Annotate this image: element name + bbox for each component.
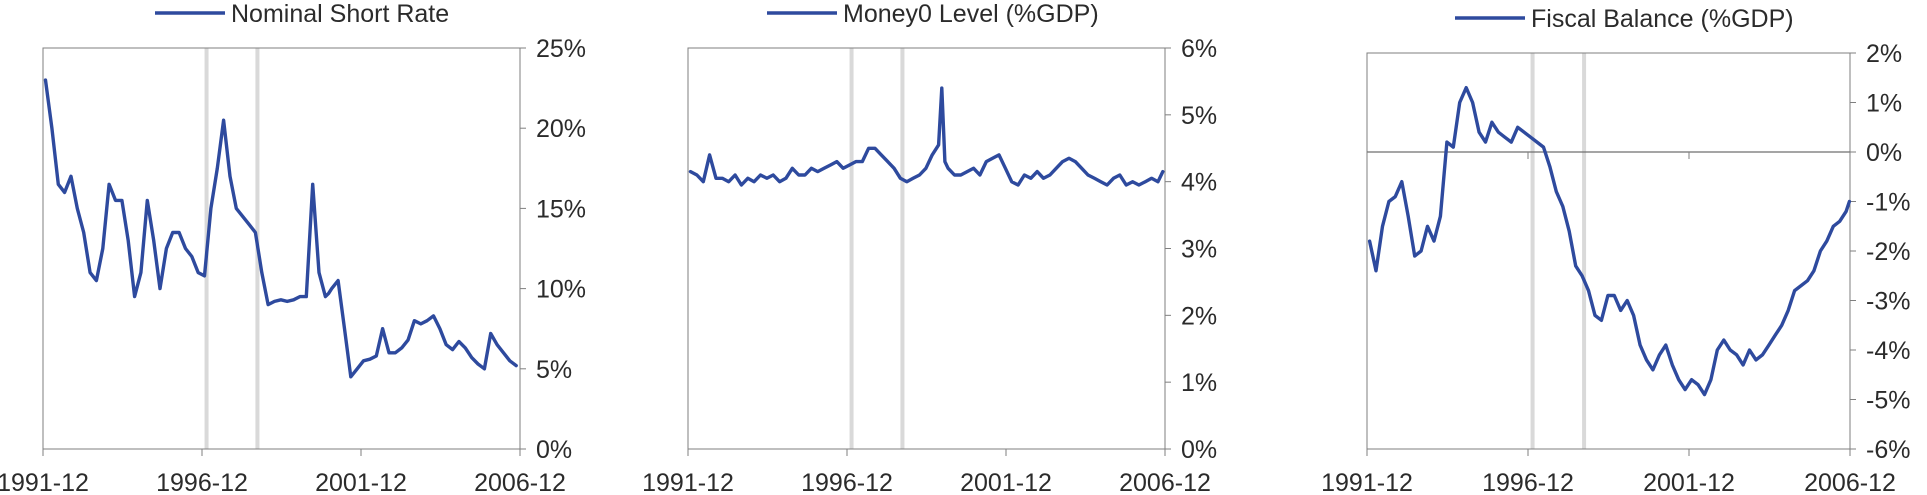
- series-line: [688, 86, 1165, 187]
- plot-frame: [1366, 52, 1851, 450]
- y-tick-label: 1%: [1181, 369, 1217, 397]
- legend-label: Fiscal Balance (%GDP): [1531, 5, 1794, 33]
- x-tick-label: 1991-12: [1321, 469, 1413, 495]
- series-line: [1367, 85, 1852, 397]
- x-tick-label: 1996-12: [156, 469, 248, 495]
- x-tick-label: 1996-12: [801, 469, 893, 495]
- x-tick-label: 1996-12: [1482, 469, 1574, 495]
- chart-panel-3: -6% -5% -4% -3% -2% -1% 0% 1% 2% 1991-12 1996-12 20…: [1321, 5, 1910, 495]
- recession-band: [1530, 53, 1535, 449]
- x-tick-label: 2001-12: [315, 469, 407, 495]
- y-tick-label: 0%: [1866, 139, 1902, 167]
- x-tick-label: 2006-12: [1804, 469, 1896, 495]
- y-tick-label: 5%: [536, 356, 572, 384]
- y-tick-label: 0%: [1181, 436, 1217, 464]
- chart-panel-1: 0% 5% 10% 15% 20% 25% 1991-12 1996-12 2001-12 200…: [0, 0, 586, 495]
- x-tick-label: 2006-12: [1119, 469, 1211, 495]
- y-tick-label: 4%: [1181, 169, 1217, 197]
- y-tick-label: -3%: [1866, 288, 1910, 316]
- y-tick-label: 2%: [1181, 302, 1217, 330]
- y-tick-label: 3%: [1181, 236, 1217, 264]
- y-tick-label: 6%: [1181, 35, 1217, 63]
- series-line: [43, 78, 518, 379]
- recession-band: [1582, 53, 1587, 449]
- x-tick-label: 1991-12: [0, 469, 89, 495]
- x-tick-label: 2001-12: [960, 469, 1052, 495]
- y-tick-label: -5%: [1866, 387, 1910, 415]
- plot-frame: [687, 47, 1166, 450]
- legend-label: Nominal Short Rate: [231, 0, 449, 28]
- legend-label: Money0 Level (%GDP): [843, 0, 1099, 28]
- y-tick-label: 1%: [1866, 90, 1902, 118]
- y-tick-label: -4%: [1866, 337, 1910, 365]
- y-tick-label: 15%: [536, 195, 586, 223]
- legend: Money0 Level (%GDP): [767, 0, 1099, 28]
- y-tick-label: 2%: [1866, 40, 1902, 68]
- y-tick-label: 5%: [1181, 102, 1217, 130]
- y-tick-label: -2%: [1866, 238, 1910, 266]
- x-tick-label: 2001-12: [1643, 469, 1735, 495]
- y-tick-label: -1%: [1866, 189, 1910, 217]
- x-tick-label: 1991-12: [642, 469, 734, 495]
- y-tick-label: 10%: [536, 276, 586, 304]
- legend: Nominal Short Rate: [155, 0, 449, 28]
- x-tick-label: 2006-12: [474, 469, 566, 495]
- chart-panel-2: 0% 1% 2% 3% 4% 5% 6% 1991-12 1996-12 2001-12 2006-…: [642, 0, 1217, 495]
- recession-band: [849, 48, 854, 449]
- y-tick-label: -6%: [1866, 436, 1910, 464]
- y-tick-label: 20%: [536, 115, 586, 143]
- y-tick-label: 25%: [536, 35, 586, 63]
- legend: Fiscal Balance (%GDP): [1455, 5, 1794, 33]
- plot-frame: [42, 47, 521, 450]
- y-tick-label: 0%: [536, 436, 572, 464]
- recession-band: [900, 48, 905, 449]
